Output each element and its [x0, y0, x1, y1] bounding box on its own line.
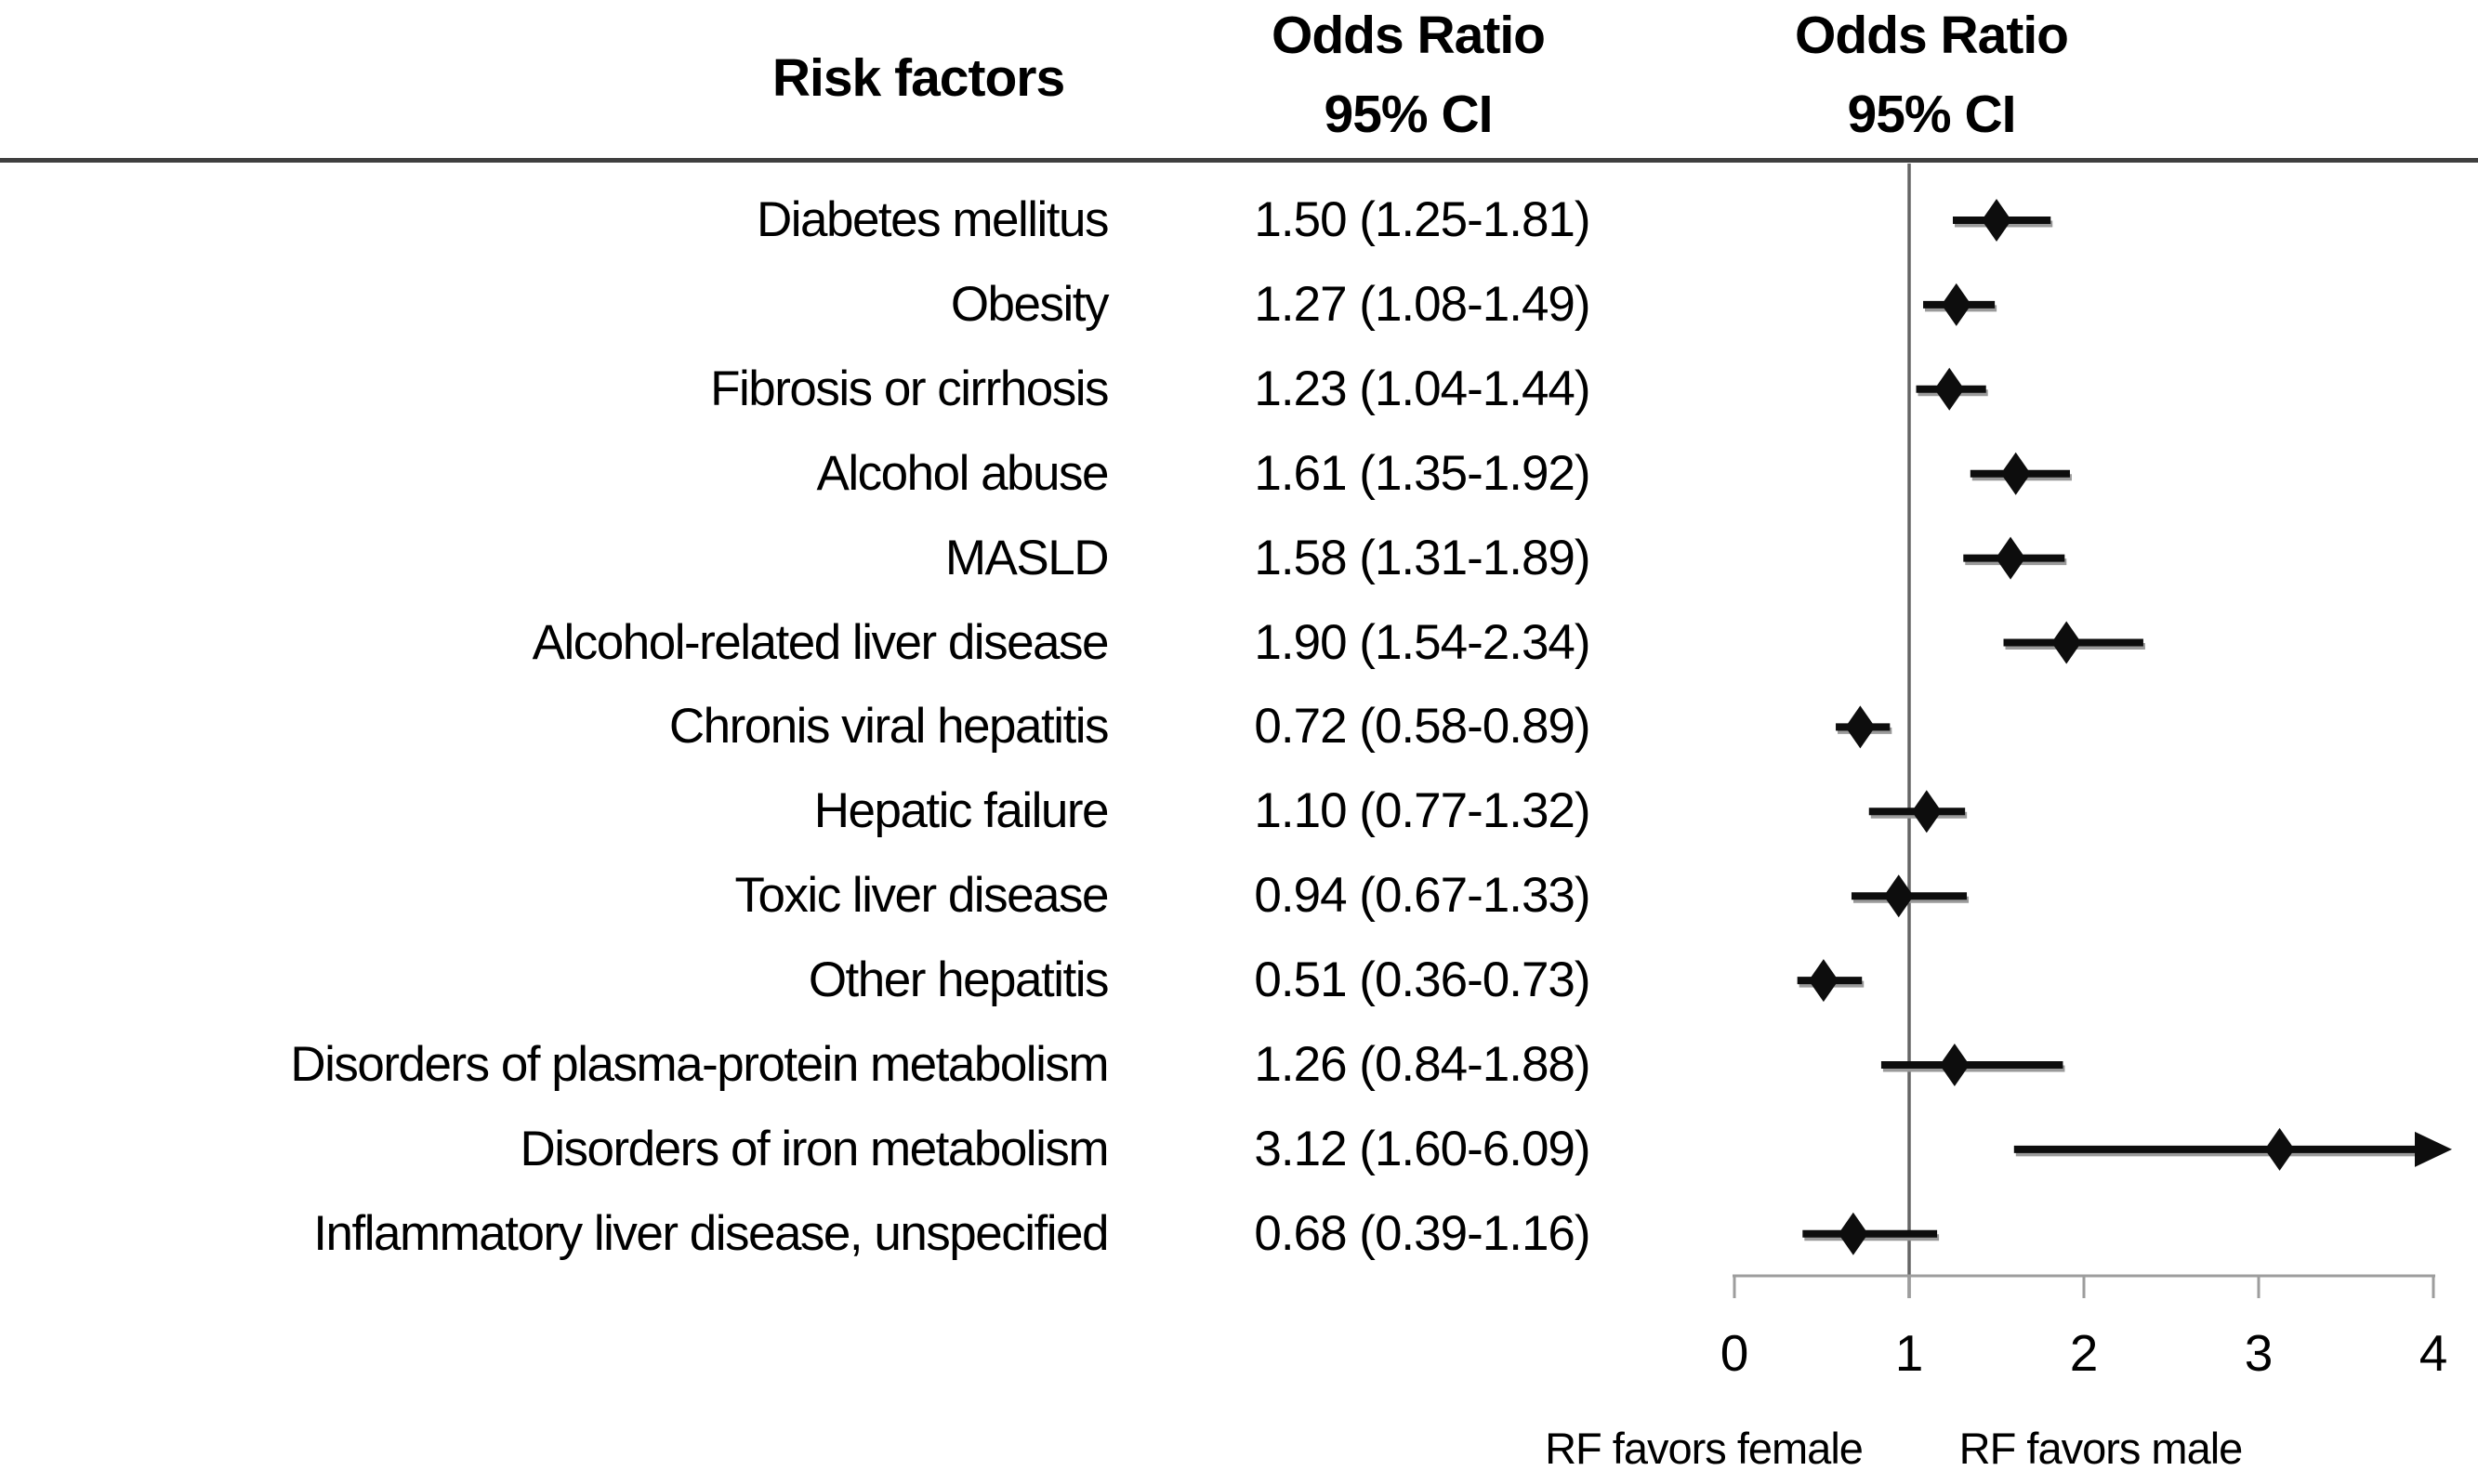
x-axis-tick-label: 1: [1894, 1324, 1924, 1382]
risk-factor-label: Disorders of iron metabolism: [520, 1121, 1109, 1176]
risk-factor-label: Chronis viral hepatitis: [668, 699, 1110, 755]
odds-ratio-diamond-marker: [2264, 1127, 2295, 1171]
x-axis-tick-label: 4: [2419, 1324, 2448, 1382]
or-text-header-line1: Odds Ratio: [1271, 6, 1546, 65]
odds-ratio-diamond-marker: [1838, 1212, 1868, 1255]
odds-ratio-diamond-marker: [2000, 452, 2031, 495]
or-ci-value: 0.94 (0.67-1.33): [1254, 868, 1590, 924]
or-ci-value: 3.12 (1.60-6.09): [1254, 1121, 1590, 1176]
odds-ratio-diamond-marker: [1934, 367, 1965, 411]
odds-ratio-diamond-marker: [2051, 621, 2082, 664]
odds-ratio-diamond-marker: [1939, 1044, 1970, 1086]
odds-ratio-diamond-marker: [1982, 199, 2011, 242]
or-ci-value: 0.51 (0.36-0.73): [1254, 952, 1590, 1008]
or-ci-value: 1.90 (1.54-2.34): [1254, 614, 1590, 670]
risk-factor-label: Alcohol-related liver disease: [532, 614, 1110, 670]
risk-factor-label: Other hepatitis: [808, 952, 1110, 1008]
header-divider-line: [0, 158, 2478, 163]
favors-female-label: RF favors female: [1545, 1424, 1864, 1473]
risk-factor-label: Disorders of plasma-protein metabolism: [290, 1037, 1109, 1092]
or-ci-value: 1.26 (0.84-1.88): [1254, 1037, 1590, 1092]
odds-ratio-diamond-marker: [1883, 874, 1914, 918]
or-ci-value: 1.27 (1.08-1.49): [1254, 276, 1590, 332]
ci-clipped-arrowhead: [2415, 1131, 2452, 1167]
x-axis-tick-label: 0: [1720, 1324, 1749, 1382]
or-text-header-line2: 95% CI: [1324, 85, 1494, 144]
or-ci-value: 1.23 (1.04-1.44): [1254, 361, 1590, 416]
risk-factor-label: Diabetes mellitus: [756, 192, 1110, 247]
favors-male-label: RF favors male: [1958, 1424, 2244, 1473]
odds-ratio-diamond-marker: [1996, 536, 2026, 580]
risk-factor-label: Inflammatory liver disease, unspecified: [313, 1205, 1109, 1261]
or-ci-value: 0.68 (0.39-1.16): [1254, 1205, 1590, 1261]
risk-factor-label: Obesity: [950, 276, 1110, 332]
or-ci-value: 0.72 (0.58-0.89): [1254, 699, 1590, 755]
odds-ratio-diamond-marker: [1808, 959, 1839, 1003]
x-axis-tick-label: 2: [2069, 1324, 2099, 1382]
risk-factor-label: Toxic liver disease: [734, 868, 1109, 924]
or-ci-value: 1.58 (1.31-1.89): [1254, 530, 1590, 585]
or-ci-value: 1.50 (1.25-1.81): [1254, 192, 1590, 247]
or-plot-header-line1: Odds Ratio: [1794, 6, 2069, 65]
or-plot-header-line2: 95% CI: [1847, 85, 2017, 144]
risk-factor-label: Fibrosis or cirrhosis: [710, 361, 1109, 416]
odds-ratio-diamond-marker: [1941, 282, 1971, 326]
risk-factor-label: Alcohol abuse: [816, 445, 1110, 501]
x-axis-tick-label: 3: [2244, 1324, 2274, 1382]
or-ci-value: 1.61 (1.35-1.92): [1254, 445, 1590, 501]
or-ci-value: 1.10 (0.77-1.32): [1254, 783, 1590, 839]
risk-factor-label: MASLD: [944, 530, 1110, 585]
odds-ratio-diamond-marker: [1845, 705, 1876, 749]
odds-ratio-diamond-marker: [1911, 790, 1942, 834]
risk-factors-header: Risk factors: [771, 48, 1065, 108]
risk-factor-label: Hepatic failure: [813, 783, 1110, 839]
